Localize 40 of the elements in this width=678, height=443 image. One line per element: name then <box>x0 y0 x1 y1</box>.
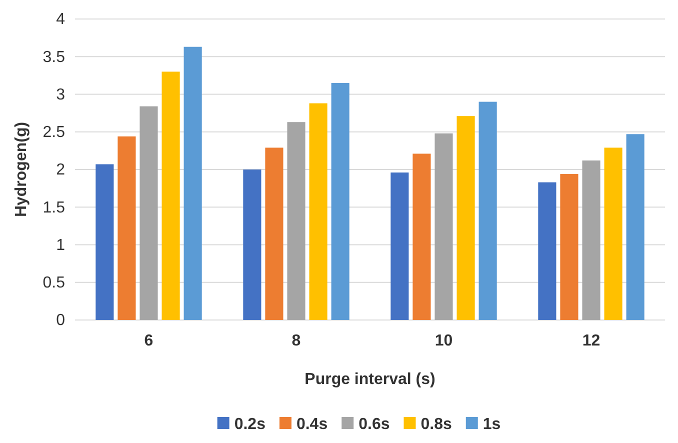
bar <box>265 148 284 320</box>
bar <box>331 82 350 320</box>
bar <box>390 172 409 320</box>
bar <box>478 102 497 320</box>
y-tick-label: 2.5 <box>42 124 66 141</box>
bar <box>184 46 202 320</box>
legend-label: 1s <box>482 416 501 433</box>
y-tick-label: 0.5 <box>42 274 66 292</box>
y-axis-title: Hydrogen(g) <box>13 122 30 218</box>
x-axis-title: Purge interval (s) <box>304 371 436 388</box>
bar <box>140 106 158 320</box>
legend-label: 0.8s <box>420 416 452 433</box>
bar <box>456 116 475 320</box>
bar <box>434 133 453 320</box>
y-tick-label: 1.5 <box>42 199 66 216</box>
bar <box>118 136 136 320</box>
y-tick-label: 3.5 <box>42 48 66 66</box>
x-tick-label: 10 <box>434 332 453 350</box>
x-tick-label: 6 <box>144 332 154 350</box>
legend-label: 0.2s <box>234 416 266 433</box>
legend-label: 0.4s <box>296 416 328 433</box>
bar <box>96 164 114 320</box>
y-tick-label: 0 <box>56 312 66 330</box>
bar <box>582 160 600 320</box>
bar <box>243 170 262 320</box>
bar <box>287 122 306 320</box>
bar <box>626 134 644 320</box>
y-tick-label: 1 <box>56 236 66 254</box>
bar <box>309 103 328 320</box>
y-tick-label: 4 <box>56 11 66 28</box>
bar <box>604 148 622 320</box>
bar <box>412 154 431 320</box>
x-tick-label: 8 <box>292 332 301 350</box>
x-tick-label: 12 <box>582 332 600 350</box>
bar <box>162 72 180 320</box>
bar <box>538 182 556 320</box>
y-tick-label: 2 <box>56 162 66 179</box>
legend-label: 0.6s <box>358 416 390 433</box>
y-tick-label: 3 <box>56 86 66 104</box>
bar <box>560 174 578 320</box>
